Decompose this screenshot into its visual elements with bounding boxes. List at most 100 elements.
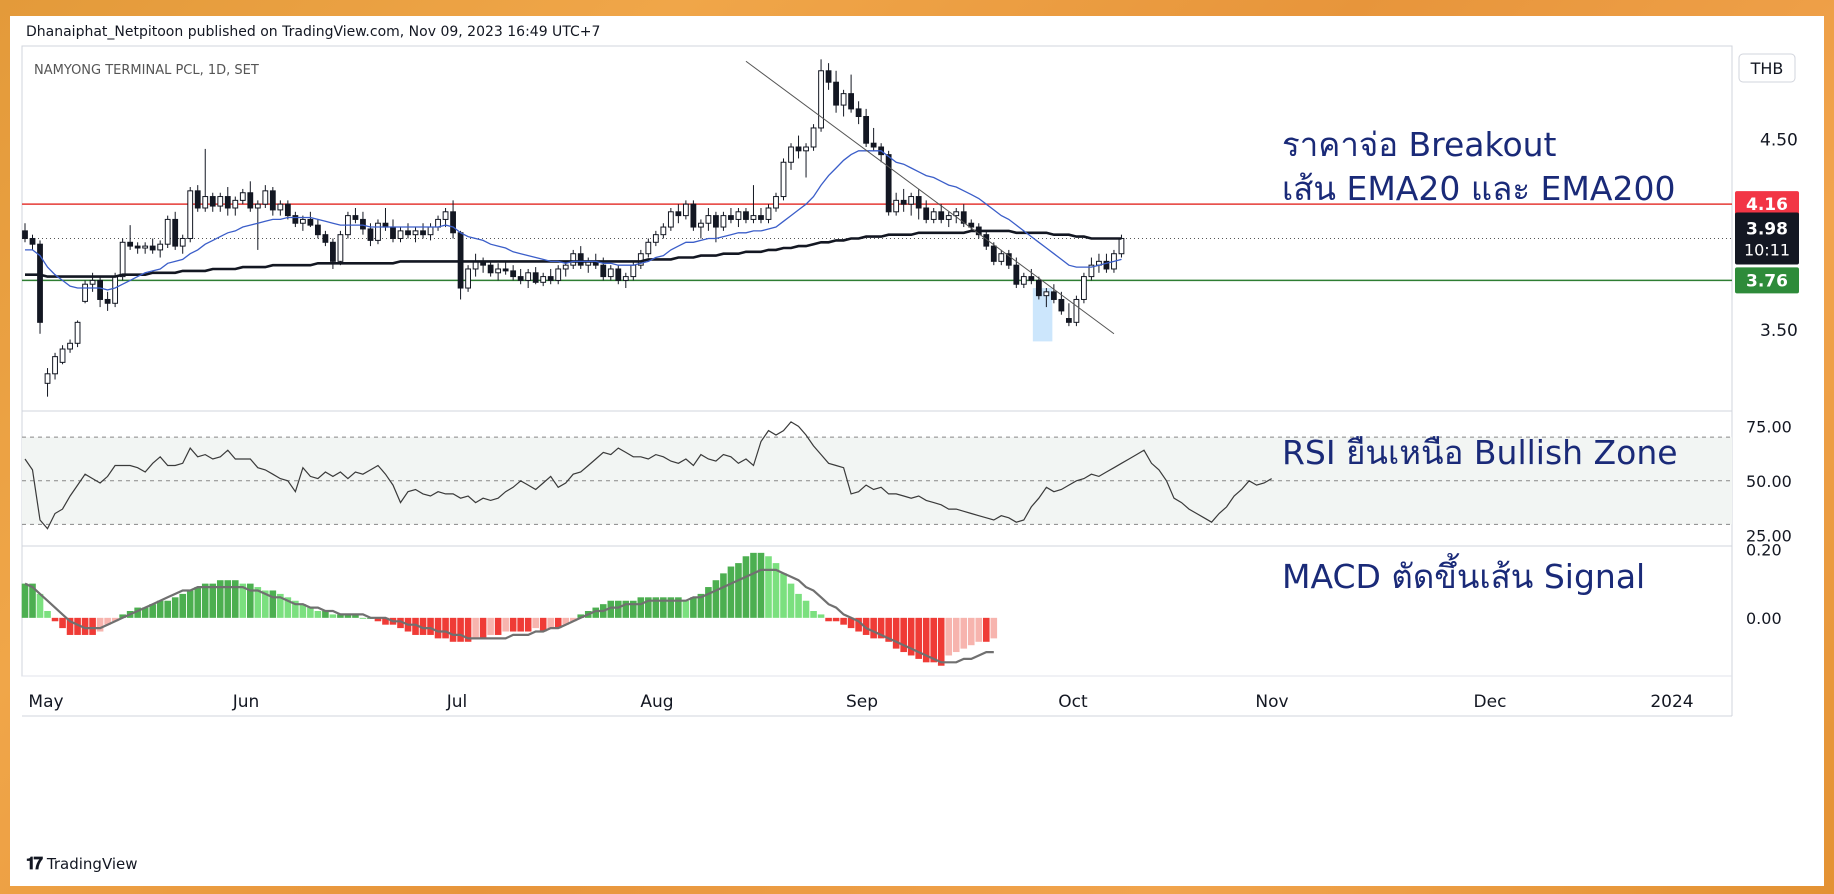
candle — [923, 207, 930, 220]
macd-histogram-bar — [209, 583, 217, 618]
candle — [570, 253, 577, 266]
chart-card: Dhanaiphat_Netpitoon published on Tradin… — [10, 16, 1824, 886]
macd-histogram-bar — [412, 617, 419, 635]
macd-histogram-bar — [682, 600, 690, 618]
macd-histogram-bar — [111, 617, 119, 622]
candle — [1005, 253, 1012, 266]
macd-histogram-bar — [262, 590, 269, 618]
candle — [1028, 276, 1035, 281]
candle — [119, 241, 126, 278]
time-tick-label: 2024 — [1650, 692, 1693, 712]
macd-histogram-bar — [652, 597, 660, 618]
candle — [360, 218, 366, 230]
candle — [390, 226, 396, 239]
macd-histogram-bar — [307, 607, 314, 618]
macd-histogram-bar — [269, 590, 277, 618]
candle — [1073, 298, 1080, 323]
candle — [713, 215, 719, 228]
candle — [953, 211, 960, 217]
candle — [1013, 264, 1020, 285]
candle — [780, 161, 787, 198]
price-tag-label: 3.76 — [1746, 271, 1788, 291]
candle — [893, 199, 900, 213]
candle — [960, 211, 967, 224]
candle — [667, 211, 674, 228]
candle — [818, 70, 824, 129]
macd-histogram-bar — [990, 617, 998, 639]
time-tick-label: Jun — [232, 692, 260, 712]
tradingview-logo-icon: 𝟏𝟕 — [26, 854, 43, 874]
currency-label: THB — [1750, 59, 1784, 78]
macd-histogram-bar — [194, 587, 202, 618]
macd-histogram-bar — [675, 597, 682, 618]
macd-histogram-bar — [877, 617, 885, 639]
macd-histogram-bar — [757, 552, 765, 618]
macd-histogram-bar — [952, 617, 960, 653]
candle — [269, 190, 276, 211]
macd-histogram-bar — [787, 583, 795, 618]
macd-histogram-bar — [690, 597, 697, 618]
macd-histogram-bar — [89, 617, 96, 635]
candle — [795, 146, 802, 152]
macd-histogram-bar — [141, 607, 149, 618]
macd-histogram-bar — [442, 617, 449, 639]
candle — [690, 203, 697, 228]
macd-histogram-bar — [960, 617, 968, 649]
macd-histogram-bar — [231, 580, 239, 618]
candle — [367, 228, 374, 241]
candle — [74, 321, 81, 344]
candle — [908, 196, 915, 205]
candle — [239, 192, 246, 201]
annotation-breakout-line1: ราคาจ่อ Breakout — [1282, 125, 1557, 164]
macd-histogram-bar — [247, 583, 254, 618]
macd-histogram-bar — [449, 617, 457, 642]
macd-histogram-bar — [479, 617, 487, 639]
candle — [435, 218, 441, 228]
macd-histogram-bar — [352, 614, 359, 618]
candle — [900, 199, 907, 205]
macd-histogram-bar — [967, 617, 975, 646]
time-tick-label: Aug — [640, 692, 673, 712]
time-tick-label: Oct — [1058, 692, 1088, 712]
candle — [1081, 276, 1087, 300]
macd-histogram-bar — [727, 566, 735, 618]
price-tick-label: 3.50 — [1760, 321, 1798, 341]
macd-histogram-bar — [119, 614, 126, 618]
candle — [112, 276, 119, 304]
macd-tick-label: 0.00 — [1746, 609, 1782, 628]
macd-histogram-bar — [607, 600, 615, 618]
price-chart[interactable]: NAMYONG TERMINAL PCL, 1D, SET THB 4.50 3.50… — [10, 16, 1824, 886]
macd-histogram-bar — [292, 600, 299, 618]
macd-histogram-bar — [374, 617, 382, 622]
candle — [164, 218, 171, 245]
candle — [209, 196, 216, 207]
candle — [848, 93, 855, 110]
candle — [405, 230, 411, 236]
price-tick-label: 4.50 — [1760, 130, 1798, 150]
candle — [773, 196, 779, 209]
candle — [307, 218, 314, 226]
macd-histogram-bar — [772, 563, 780, 618]
candle — [645, 241, 652, 255]
candle — [510, 270, 517, 278]
macd-histogram-bar — [224, 580, 232, 618]
macd-histogram-bar — [502, 617, 509, 632]
macd-histogram-bar — [840, 617, 847, 625]
candle — [810, 127, 817, 148]
macd-histogram-bar — [780, 573, 787, 618]
macd-histogram-bar — [427, 617, 434, 635]
macd-histogram-bar — [795, 593, 802, 618]
macd-histogram-bar — [765, 556, 772, 618]
time-tick-label: Dec — [1474, 692, 1507, 712]
candle — [517, 276, 524, 281]
tradingview-brand-label: TradingView — [46, 855, 138, 873]
candle — [247, 192, 254, 209]
candle — [630, 264, 637, 278]
candle — [495, 268, 502, 274]
candle — [187, 190, 194, 239]
candle — [179, 237, 186, 247]
rsi-tick-label: 25.00 — [1746, 526, 1792, 545]
macd-histogram-bar — [720, 573, 727, 618]
macd-histogram-bar — [382, 617, 389, 625]
macd-histogram-bar — [464, 617, 472, 642]
